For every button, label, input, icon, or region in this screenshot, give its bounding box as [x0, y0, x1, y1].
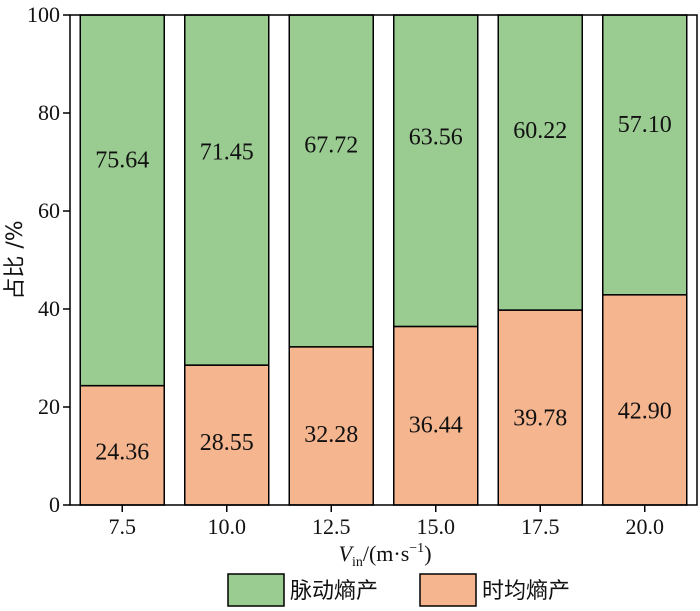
- bar-value-label: 32.28: [304, 422, 358, 448]
- legend-label: 时均熵产: [482, 579, 570, 604]
- y-tick-label: 0: [49, 492, 60, 517]
- y-axis-title: 占比 /%: [3, 220, 28, 299]
- bar-segment-fluct-0: [79, 14, 165, 387]
- bar-value-label: 60.22: [513, 118, 567, 144]
- x-axis-title-rest: /(m·s: [363, 541, 409, 566]
- bar-segment-fluct-4: [497, 14, 583, 311]
- y-tick-label: 20: [38, 394, 60, 419]
- bar-segment-mean-4: [497, 309, 583, 506]
- bar-value-label: 36.44: [409, 413, 463, 439]
- y-tick-label: 60: [38, 198, 60, 223]
- y-tick-label: 100: [27, 2, 60, 27]
- plot-frame: [69, 14, 698, 506]
- x-axis-title-superscript: −1: [409, 541, 424, 556]
- x-tick-label: 20.0: [626, 514, 665, 539]
- legend-swatch: [419, 573, 477, 607]
- x-axis: 7.5 10.0 12.5 15.0 17.5 20.0: [109, 505, 665, 539]
- bar-segment-mean-1: [184, 364, 270, 506]
- bar-value-label: 63.56: [409, 124, 463, 150]
- bar-labels-layer: 24.36 75.64 28.55 71.45 32.28 67.72 36.44 63.56…: [95, 112, 672, 465]
- x-tick-label: 10.0: [208, 514, 247, 539]
- x-tick-label: 15.0: [417, 514, 456, 539]
- y-tick-label: 40: [38, 296, 60, 321]
- bars-layer: [79, 14, 688, 506]
- bar-segment-fluct-2: [288, 14, 374, 348]
- legend-label: 脉动熵产: [290, 579, 378, 604]
- bar-value-label: 71.45: [200, 140, 254, 166]
- bar-segment-fluct-5: [602, 14, 688, 296]
- bar-segment-mean-0: [79, 384, 165, 506]
- x-axis-title-subscript: in: [352, 555, 363, 570]
- x-axis-title: Vin/(m·s−1): [338, 541, 431, 570]
- y-tick-label: 80: [38, 100, 60, 125]
- y-axis: 0 20 40 60 80 100: [27, 2, 70, 517]
- bar-segment-mean-5: [602, 294, 688, 506]
- x-tick-label: 17.5: [521, 514, 560, 539]
- bar-segment-fluct-3: [393, 14, 479, 328]
- bar-segment-mean-3: [393, 325, 479, 506]
- x-axis-title-close: ): [424, 541, 431, 566]
- bar-value-label: 42.90: [618, 398, 672, 424]
- bar-value-label: 24.36: [95, 439, 149, 465]
- bar-value-label: 67.72: [304, 132, 358, 158]
- bar-value-label: 75.64: [95, 148, 149, 174]
- legend-swatch: [227, 573, 285, 607]
- x-tick-label: 7.5: [109, 514, 137, 539]
- x-axis-title-main: V: [338, 541, 354, 566]
- bar-value-label: 39.78: [513, 405, 567, 431]
- legend: 脉动熵产 时均熵产: [227, 573, 570, 607]
- bar-value-label: 57.10: [618, 112, 672, 138]
- bar-value-label: 28.55: [200, 430, 254, 456]
- bar-segment-fluct-1: [184, 14, 270, 366]
- x-tick-label: 12.5: [312, 514, 351, 539]
